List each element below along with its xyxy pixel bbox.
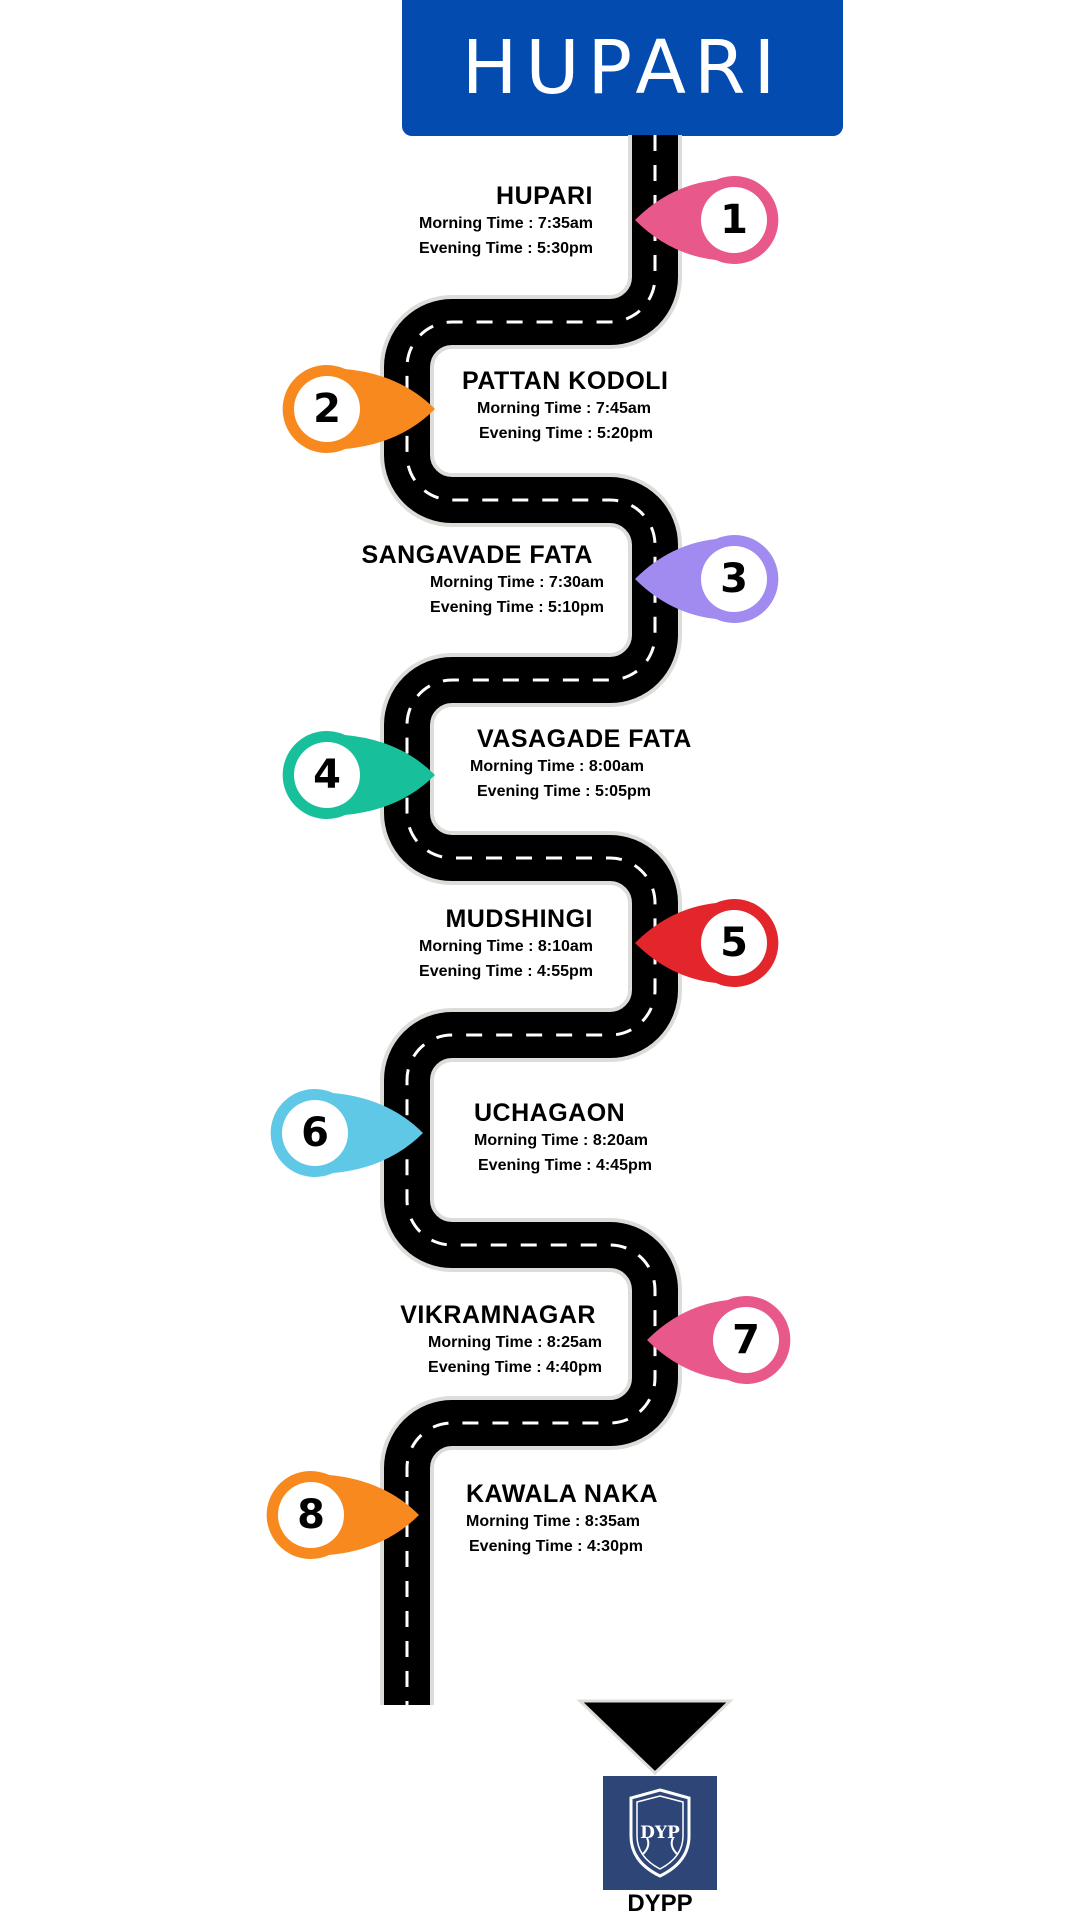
stop-name: PATTAN KODOLI: [462, 367, 669, 395]
dyp-logo: DYP: [603, 1776, 717, 1890]
evening-time: Evening Time : 4:40pm: [428, 1359, 602, 1376]
stop-3-number: 3: [720, 556, 748, 602]
stop-1-number: 1: [720, 197, 748, 243]
winding-road: [380, 135, 734, 1776]
evening-time: Evening Time : 5:05pm: [477, 783, 651, 800]
stop-6-number: 6: [301, 1110, 329, 1156]
stop-name: VASAGADE FATA: [477, 725, 692, 753]
stop-7-number: 7: [732, 1317, 760, 1363]
stop-8-number: 8: [297, 1492, 325, 1538]
shield-emblem-icon: DYP: [629, 1788, 691, 1878]
stop-2-label: PATTAN KODOLI Morning Time : 7:45am Even…: [462, 366, 668, 446]
morning-time: Morning Time : 7:45am: [477, 400, 651, 417]
route-title: HUPARI: [461, 25, 784, 111]
morning-time: Morning Time : 8:20am: [474, 1132, 648, 1149]
road-arrow-head: [576, 1699, 734, 1776]
stop-name: SANGAVADE FATA: [361, 541, 593, 569]
morning-time: Morning Time : 8:25am: [428, 1334, 602, 1351]
stop-5-pin: 5: [630, 888, 790, 998]
stop-name: MUDSHINGI: [445, 905, 593, 933]
stop-name: KAWALA NAKA: [466, 1480, 659, 1508]
stop-6-pin: 6: [268, 1078, 428, 1188]
stop-1-label: HUPARI Morning Time : 7:35am Evening Tim…: [419, 181, 593, 261]
stop-name: HUPARI: [496, 182, 593, 210]
stop-5-number: 5: [720, 920, 748, 966]
logo-monogram: DYP: [640, 1823, 680, 1843]
stop-name: VIKRAMNAGAR: [400, 1301, 596, 1329]
stop-7-label: VIKRAMNAGAR Morning Time : 8:25am Evenin…: [400, 1300, 602, 1380]
stop-4-label: VASAGADE FATA Morning Time : 8:00am Even…: [470, 724, 692, 804]
morning-time: Morning Time : 8:10am: [419, 938, 593, 955]
evening-time: Evening Time : 5:30pm: [419, 240, 593, 257]
route-header: HUPARI: [402, 0, 843, 136]
morning-time: Morning Time : 8:35am: [466, 1513, 640, 1530]
stop-3-label: SANGAVADE FATA Morning Time : 7:30am Eve…: [361, 540, 604, 620]
stop-4-pin: 4: [280, 720, 440, 830]
evening-time: Evening Time : 4:55pm: [419, 963, 593, 980]
stop-8-pin: 8: [264, 1460, 424, 1570]
stop-5-label: MUDSHINGI Morning Time : 8:10am Evening …: [419, 904, 593, 984]
stop-2-number: 2: [313, 386, 341, 432]
stop-1-pin: 1: [630, 165, 790, 275]
morning-time: Morning Time : 7:35am: [419, 215, 593, 232]
stop-8-label: KAWALA NAKA Morning Time : 8:35am Evenin…: [466, 1479, 658, 1559]
stop-3-pin: 3: [630, 524, 790, 634]
stop-4-number: 4: [313, 752, 341, 798]
stop-6-label: UCHAGAON Morning Time : 8:20am Evening T…: [474, 1098, 652, 1178]
morning-time: Morning Time : 7:30am: [430, 574, 604, 591]
logo-caption: DYPP: [627, 1890, 693, 1917]
evening-time: Evening Time : 5:20pm: [479, 425, 653, 442]
stop-name: UCHAGAON: [474, 1099, 626, 1127]
evening-time: Evening Time : 5:10pm: [430, 599, 604, 616]
morning-time: Morning Time : 8:00am: [470, 758, 644, 775]
stop-7-pin: 7: [642, 1285, 802, 1395]
evening-time: Evening Time : 4:45pm: [478, 1157, 652, 1174]
evening-time: Evening Time : 4:30pm: [469, 1538, 643, 1555]
stop-2-pin: 2: [280, 354, 440, 464]
